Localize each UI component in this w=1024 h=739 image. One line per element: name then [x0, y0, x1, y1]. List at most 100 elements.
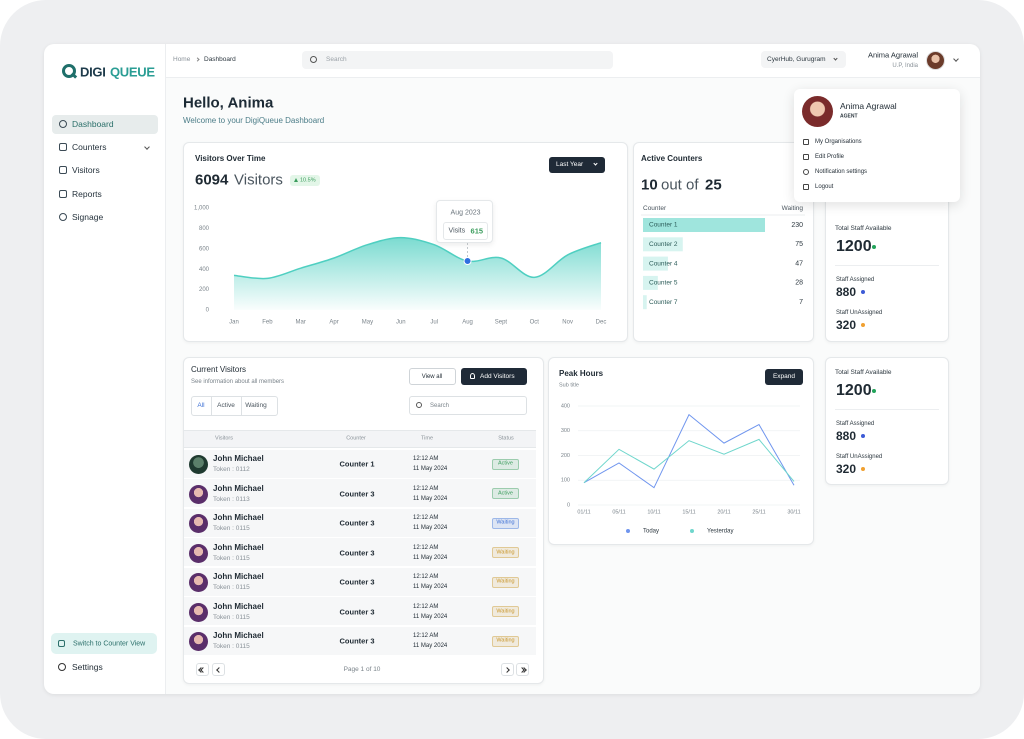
search-icon — [310, 56, 317, 63]
visitor-name: John Michael — [213, 513, 264, 522]
visitor-token: Token : 0115 — [213, 613, 250, 621]
staff-total: 1200 — [836, 382, 872, 399]
visitor-counter: Counter 3 — [339, 488, 375, 498]
table-row — [184, 449, 536, 479]
menu-item[interactable]: Edit Profile — [815, 154, 845, 160]
visitor-avatar — [189, 602, 208, 622]
pager-button[interactable] — [516, 663, 529, 676]
topbar-divider — [166, 77, 980, 78]
visitor-date: 11 May 2024 — [413, 495, 448, 502]
switch-icon — [58, 640, 65, 647]
search-bar[interactable] — [302, 51, 613, 69]
tab[interactable]: Waiting — [245, 401, 267, 409]
view-all-label[interactable]: View all — [421, 373, 443, 380]
staff-unassigned: 320 — [836, 318, 857, 332]
logo-text: DIGI — [80, 64, 106, 80]
staff-label: Staff UnAssigned — [836, 454, 883, 460]
breadcrumb[interactable]: Home — [173, 55, 191, 63]
column-header: Waiting — [781, 204, 803, 212]
pager-button[interactable] — [212, 663, 225, 676]
menu-item[interactable]: Logout — [815, 184, 834, 190]
visitor-counter: Counter 3 — [339, 606, 375, 616]
settings-link[interactable]: Settings — [72, 661, 103, 672]
column-header: Counter — [643, 204, 667, 212]
visitor-time: 12:12 AM — [413, 574, 439, 580]
add-visitors-label[interactable]: Add Visitors — [480, 372, 515, 380]
switch-button[interactable] — [51, 633, 157, 654]
visitor-date: 11 May 2024 — [413, 466, 448, 472]
nav-item[interactable]: Signage — [72, 211, 104, 222]
table-row — [184, 538, 536, 567]
staff-assigned: 880 — [836, 285, 857, 299]
status-dot — [861, 434, 865, 438]
location-label: CyerHub, Gurugram — [767, 55, 826, 63]
chart-title: Peak Hours — [559, 369, 604, 378]
visitor-counter: Counter 3 — [339, 577, 375, 587]
switch-label[interactable]: Switch to Counter View — [73, 640, 146, 648]
tab[interactable]: Active — [217, 401, 235, 409]
status-badge — [492, 488, 519, 499]
visitor-name: John Michael — [213, 601, 264, 611]
nav-item[interactable]: Visitors — [72, 164, 100, 175]
section-subtitle: See information about all members — [191, 379, 285, 385]
status-badge — [492, 458, 519, 470]
menu-item[interactable]: Notification settings — [815, 169, 868, 175]
staff-card — [825, 357, 949, 485]
nav-item[interactable]: Reports — [72, 188, 102, 199]
status-label: Waiting — [496, 578, 515, 585]
visitor-date: 11 May 2024 — [413, 554, 448, 561]
total-count: 25 — [705, 176, 722, 194]
user-avatar[interactable] — [926, 51, 945, 70]
change-arrow — [294, 178, 298, 182]
status-badge — [492, 606, 519, 617]
nav-icon — [59, 213, 67, 221]
table-row — [184, 626, 536, 656]
table-row — [184, 508, 536, 538]
table-row — [184, 597, 536, 626]
location-select[interactable] — [761, 51, 846, 68]
tooltip — [435, 200, 493, 243]
chart-title: Active Counters — [641, 154, 703, 163]
peak-hours-card — [548, 357, 814, 545]
section-title: Current Visitors — [191, 365, 246, 374]
nav-icon — [59, 143, 67, 151]
active-count: 10 — [641, 176, 658, 194]
staff-label: Staff Assigned — [836, 421, 875, 427]
menu-item[interactable]: My Organisations — [815, 139, 862, 145]
nav-item[interactable]: Counters — [72, 141, 107, 152]
pager-button[interactable] — [196, 663, 209, 676]
nav-item[interactable]: Dashboard — [72, 118, 114, 129]
profile-menu: Anima Agrawal AGENT My Organisations Edit P… — [794, 89, 960, 202]
pager-button[interactable] — [501, 663, 514, 676]
add-icon — [470, 373, 475, 379]
tab[interactable]: All — [197, 401, 205, 409]
staff-unassigned: 320 — [836, 462, 857, 476]
logo-text: QUEUE — [110, 64, 155, 80]
user-location: U.P, India — [892, 63, 918, 69]
add-visitors-button[interactable] — [461, 368, 527, 385]
pagination-label: Page 1 of 10 — [343, 665, 381, 673]
visitor-token: Token : 0115 — [213, 524, 250, 532]
filter-label[interactable]: Last Year — [556, 160, 584, 168]
status-label: Active — [498, 460, 513, 467]
breadcrumb: Dashboard — [204, 55, 236, 63]
view-all-button[interactable] — [409, 368, 456, 385]
visitor-name: John Michael — [213, 572, 264, 581]
visitor-date: 11 May 2024 — [413, 525, 448, 531]
visitor-date: 11 May 2024 — [413, 584, 448, 590]
status-dot — [861, 467, 865, 471]
table-search[interactable] — [409, 396, 527, 415]
expand-button[interactable] — [765, 369, 803, 385]
settings-icon — [58, 663, 66, 671]
visitor-name: John Michael — [213, 483, 264, 493]
sidebar-divider — [165, 44, 166, 694]
tooltip-label: Visits — [448, 227, 466, 235]
greeting-subtitle: Welcome to your DigiQueue Dashboard — [183, 116, 325, 125]
status-label: Active — [498, 489, 513, 496]
change-badge — [290, 175, 320, 186]
staff-label: Staff UnAssigned — [836, 310, 883, 316]
visitor-time: 12:12 AM — [413, 633, 439, 639]
filter-button[interactable] — [549, 157, 605, 173]
expand-label[interactable]: Expand — [772, 372, 796, 380]
status-label: Waiting — [496, 637, 515, 644]
